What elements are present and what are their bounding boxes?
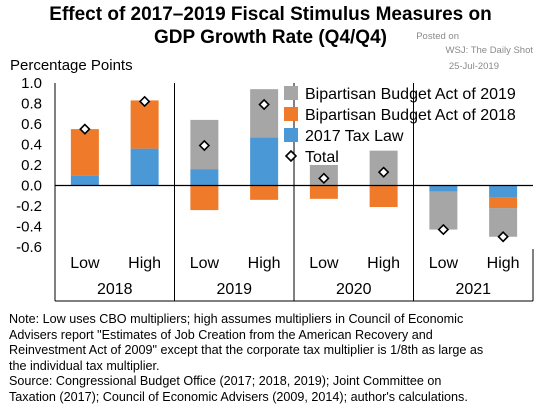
legend-total-marker [284, 149, 298, 163]
x-category-label: High [248, 255, 281, 272]
chart-title-line2: GDP Growth Rate (Q4/Q4) [154, 27, 387, 48]
stacked-bar-chart: 1.0 0.8 0.6 0.4 0.2 0.0 -0.2 -0.4 -0.6 Low High Low… [16, 75, 534, 302]
bar-segment [70, 175, 99, 186]
posted-on-label: Posted on [416, 31, 459, 42]
note-line: Reinvestment Act of 2009" except that th… [9, 343, 484, 358]
y-tick-label: 0.0 [21, 178, 42, 195]
y-tick-label: 0.6 [21, 116, 42, 133]
bar-segment [130, 100, 159, 149]
x-category-label: High [487, 255, 520, 272]
total-marker [377, 166, 390, 178]
legend-swatch [284, 107, 298, 121]
chart-title-line1: Effect of 2017–2019 Fiscal Stimulus Meas… [49, 4, 492, 25]
x-category-label: High [128, 255, 161, 272]
y-tick-label: 0.4 [21, 137, 42, 154]
legend-label: Total [305, 149, 339, 166]
y-tick-label: 0.2 [21, 157, 42, 174]
legend-swatch [284, 128, 298, 142]
legend-label: Bipartisan Budget Act of 2018 [305, 107, 516, 124]
y-tick-label: 1.0 [21, 75, 42, 92]
bar-segment [489, 185, 518, 198]
legend-label: Bipartisan Budget Act of 2019 [305, 86, 516, 103]
total-marker [138, 95, 151, 108]
source-line: Source: Congressional Budget Office (201… [9, 374, 442, 389]
note-line: Advisers report "Estimates of Job Creati… [9, 327, 433, 342]
y-tick-label: -0.2 [16, 198, 42, 215]
posted-date-label: 25-Jul-2019 [448, 61, 499, 72]
x-category-label: Low [429, 255, 459, 272]
bar-segment [429, 191, 458, 230]
x-group-label: 2019 [216, 281, 252, 298]
total-marker [318, 172, 330, 185]
bar-segment [70, 129, 99, 176]
total-marker [198, 139, 211, 152]
y-tick-label: -0.4 [16, 219, 42, 236]
bar-segment [250, 89, 279, 138]
total-marker [437, 223, 450, 236]
x-category-label: Low [70, 255, 100, 272]
y-tick-label: -0.6 [16, 239, 42, 256]
x-category-label: Low [309, 255, 339, 272]
bar-segment [429, 185, 458, 192]
bar-segment [369, 185, 398, 208]
legend-label: 2017 Tax Law [305, 128, 404, 145]
total-marker [258, 98, 270, 111]
bar-segment [250, 185, 279, 200]
note-line: Note: Low uses CBO multipliers; high ass… [9, 312, 464, 326]
bar-segment [190, 185, 219, 211]
bar-segment [250, 137, 279, 186]
x-category-label: High [367, 255, 400, 272]
bar-segment [190, 169, 219, 186]
note-line: the individual tax multiplier. [9, 358, 160, 373]
bar-segment [130, 148, 159, 186]
legend-swatch [284, 86, 298, 100]
y-axis-label: Percentage Points [10, 57, 133, 74]
bar-segment [309, 185, 338, 199]
bar-segment [489, 197, 518, 209]
total-marker [79, 123, 91, 135]
x-group-label: 2021 [455, 281, 491, 298]
chart-note: Note: Low uses CBO multipliers; high ass… [9, 312, 534, 406]
source-line: Taxation (2017); Council of Economic Adv… [9, 389, 468, 404]
posted-source-label: WSJ: The Daily Shot [445, 45, 533, 56]
y-tick-label: 0.8 [21, 96, 42, 113]
total-marker [497, 231, 509, 243]
x-group-label: 2018 [97, 281, 133, 298]
x-category-label: Low [190, 255, 220, 272]
x-group-label: 2020 [336, 281, 372, 298]
